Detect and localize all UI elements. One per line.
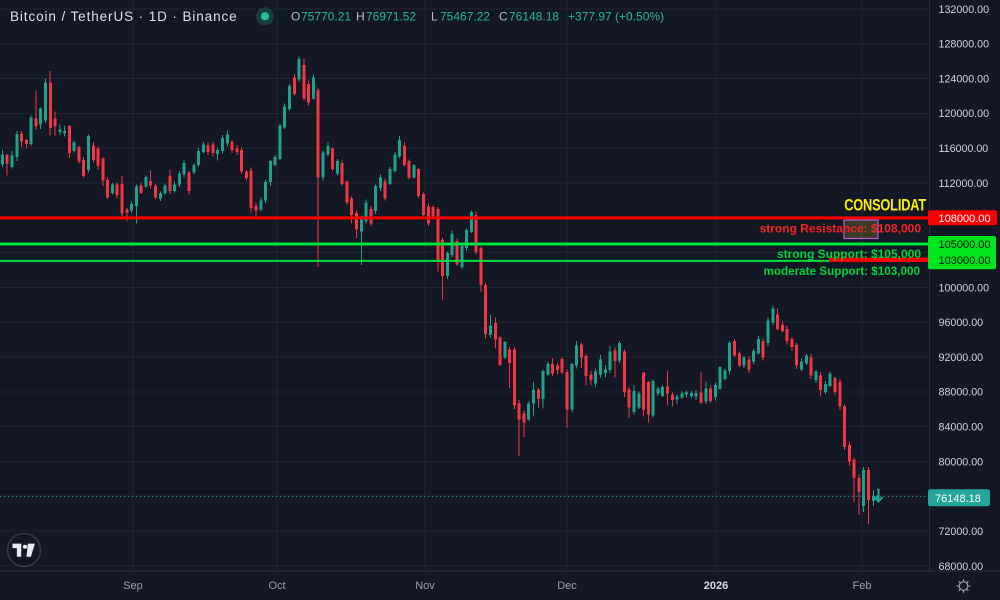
svg-text:moderate Support: $103,000: moderate Support: $103,000 (763, 265, 920, 278)
svg-text:Bitcoin / TetherUS · 1D · Bina: Bitcoin / TetherUS · 1D · Binance (10, 9, 238, 24)
svg-text:76148.18: 76148.18 (935, 493, 981, 505)
svg-text:96000.00: 96000.00 (939, 317, 984, 329)
svg-text:O: O (291, 10, 300, 24)
svg-text:75770.21: 75770.21 (301, 10, 351, 24)
svg-text:C: C (499, 10, 508, 24)
svg-text:2026: 2026 (704, 580, 728, 592)
svg-text:Dec: Dec (557, 580, 577, 592)
svg-text:L: L (431, 10, 438, 24)
svg-text:92000.00: 92000.00 (939, 352, 984, 364)
svg-text:strong Resistance: $108,000: strong Resistance: $108,000 (760, 222, 922, 236)
svg-text:Oct: Oct (268, 580, 285, 592)
svg-text:124000.00: 124000.00 (939, 73, 990, 85)
svg-text:84000.00: 84000.00 (939, 422, 984, 434)
svg-text:120000.00: 120000.00 (939, 108, 990, 120)
svg-text:75467.22: 75467.22 (440, 10, 490, 24)
svg-text:Feb: Feb (853, 580, 872, 592)
svg-text:+377.97 (+0.50%): +377.97 (+0.50%) (568, 10, 664, 24)
svg-text:76148.18: 76148.18 (509, 10, 559, 24)
svg-text:80000.00: 80000.00 (939, 456, 984, 468)
svg-text:100000.00: 100000.00 (939, 282, 990, 294)
svg-text:105000.00: 105000.00 (939, 239, 991, 251)
svg-text:132000.00: 132000.00 (939, 4, 990, 16)
svg-text:103000.00: 103000.00 (939, 255, 991, 267)
svg-text:108000.00: 108000.00 (939, 213, 991, 225)
svg-text:76971.52: 76971.52 (366, 10, 416, 24)
svg-text:72000.00: 72000.00 (939, 526, 984, 538)
svg-text:128000.00: 128000.00 (939, 39, 990, 51)
svg-text:Nov: Nov (415, 580, 435, 592)
svg-text:H: H (356, 10, 365, 24)
svg-text:strong Support: $105,000: strong Support: $105,000 (777, 247, 921, 261)
svg-text:112000.00: 112000.00 (939, 178, 989, 190)
svg-text:Sep: Sep (123, 580, 143, 592)
svg-text:116000.00: 116000.00 (939, 143, 989, 155)
svg-text:88000.00: 88000.00 (939, 387, 984, 399)
svg-text:68000.00: 68000.00 (939, 561, 984, 573)
svg-text:CONSOLIDAT: CONSOLIDAT (844, 196, 927, 215)
